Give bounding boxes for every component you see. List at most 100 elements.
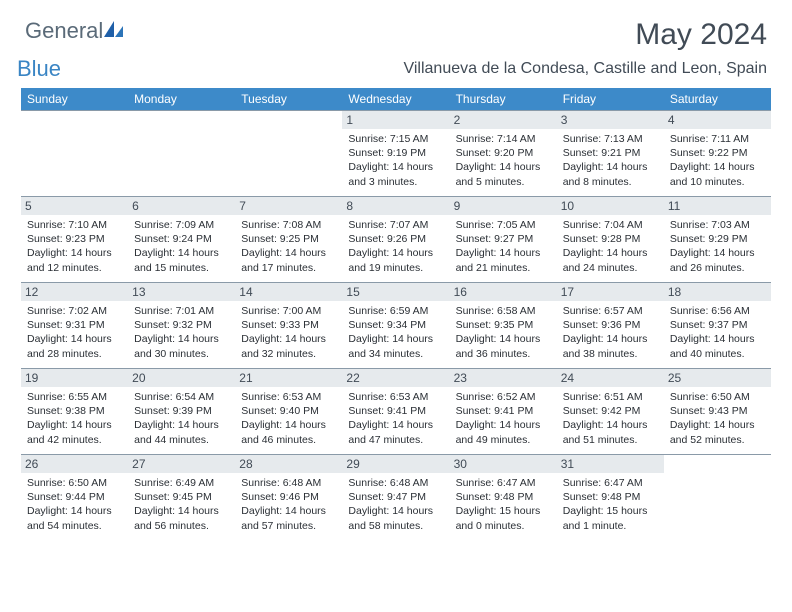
day-number: 5	[21, 197, 128, 215]
header: General Blue May 2024 Villanueva de la C…	[0, 0, 792, 82]
day-info: Sunrise: 7:08 AMSunset: 9:25 PMDaylight:…	[241, 218, 336, 275]
day-info: Sunrise: 7:02 AMSunset: 9:31 PMDaylight:…	[27, 304, 122, 361]
day-number: 20	[128, 369, 235, 387]
day-number: 3	[557, 111, 664, 129]
day-number: 21	[235, 369, 342, 387]
location: Villanueva de la Condesa, Castille and L…	[403, 60, 767, 78]
day-cell: 15 Sunrise: 6:59 AMSunset: 9:34 PMDayligh…	[342, 283, 449, 369]
day-cell: 25 Sunrise: 6:50 AMSunset: 9:43 PMDayligh…	[664, 369, 771, 455]
day-cell: 2 Sunrise: 7:14 AMSunset: 9:20 PMDaylight…	[450, 111, 557, 197]
calendar-week: 12 Sunrise: 7:02 AMSunset: 9:31 PMDayligh…	[21, 283, 771, 369]
day-info: Sunrise: 6:49 AMSunset: 9:45 PMDaylight:…	[134, 476, 229, 533]
day-info: Sunrise: 6:57 AMSunset: 9:36 PMDaylight:…	[563, 304, 658, 361]
calendar-week: 26 Sunrise: 6:50 AMSunset: 9:44 PMDayligh…	[21, 455, 771, 541]
day-info: Sunrise: 6:58 AMSunset: 9:35 PMDaylight:…	[456, 304, 551, 361]
day-info: Sunrise: 7:07 AMSunset: 9:26 PMDaylight:…	[348, 218, 443, 275]
day-cell: 12 Sunrise: 7:02 AMSunset: 9:31 PMDayligh…	[21, 283, 128, 369]
day-info: Sunrise: 6:50 AMSunset: 9:44 PMDaylight:…	[27, 476, 122, 533]
day-cell	[235, 111, 342, 197]
title-block: May 2024 Villanueva de la Condesa, Casti…	[403, 18, 767, 78]
day-info: Sunrise: 6:47 AMSunset: 9:48 PMDaylight:…	[563, 476, 658, 533]
logo: General Blue	[25, 18, 125, 70]
day-cell: 16Sunrise: 6:58 AMSunset: 9:35 PMDayligh…	[450, 283, 557, 369]
day-number: 4	[664, 111, 771, 129]
calendar: Sunday Monday Tuesday Wednesday Thursday…	[21, 88, 771, 541]
day-cell: 5 Sunrise: 7:10 AMSunset: 9:23 PMDaylight…	[21, 197, 128, 283]
calendar-body: 1Sunrise: 7:15 AMSunset: 9:19 PMDaylight…	[21, 111, 771, 541]
day-info: Sunrise: 6:53 AMSunset: 9:40 PMDaylight:…	[241, 390, 336, 447]
dow-saturday: Saturday	[664, 88, 771, 111]
day-cell: 4 Sunrise: 7:11 AMSunset: 9:22 PMDaylight…	[664, 111, 771, 197]
day-info: Sunrise: 7:11 AMSunset: 9:22 PMDaylight:…	[670, 132, 765, 189]
day-cell: 22 Sunrise: 6:53 AMSunset: 9:41 PMDayligh…	[342, 369, 449, 455]
day-number: 17	[557, 283, 664, 301]
day-cell: 26 Sunrise: 6:50 AMSunset: 9:44 PMDayligh…	[21, 455, 128, 541]
day-number: 12	[21, 283, 128, 301]
day-number: 28	[235, 455, 342, 473]
calendar-week: 19Sunrise: 6:55 AMSunset: 9:38 PMDayligh…	[21, 369, 771, 455]
day-number: 7	[235, 197, 342, 215]
day-cell	[21, 111, 128, 197]
day-info: Sunrise: 7:04 AMSunset: 9:28 PMDaylight:…	[563, 218, 658, 275]
day-number: 13	[128, 283, 235, 301]
dow-sunday: Sunday	[21, 88, 128, 111]
day-cell: 7 Sunrise: 7:08 AMSunset: 9:25 PMDaylight…	[235, 197, 342, 283]
day-cell: 19Sunrise: 6:55 AMSunset: 9:38 PMDayligh…	[21, 369, 128, 455]
day-info: Sunrise: 6:50 AMSunset: 9:43 PMDaylight:…	[670, 390, 765, 447]
day-number: 31	[557, 455, 664, 473]
day-cell: 28 Sunrise: 6:48 AMSunset: 9:46 PMDayligh…	[235, 455, 342, 541]
day-info: Sunrise: 7:03 AMSunset: 9:29 PMDaylight:…	[670, 218, 765, 275]
day-info: Sunrise: 6:47 AMSunset: 9:48 PMDaylight:…	[456, 476, 551, 533]
day-number: 23	[450, 369, 557, 387]
day-number: 11	[664, 197, 771, 215]
day-info: Sunrise: 6:48 AMSunset: 9:46 PMDaylight:…	[241, 476, 336, 533]
day-cell: 21 Sunrise: 6:53 AMSunset: 9:40 PMDayligh…	[235, 369, 342, 455]
dow-tuesday: Tuesday	[235, 88, 342, 111]
logo-text: General Blue	[25, 18, 125, 70]
month-title: May 2024	[403, 18, 767, 52]
dow-thursday: Thursday	[450, 88, 557, 111]
day-cell: 18Sunrise: 6:56 AMSunset: 9:37 PMDayligh…	[664, 283, 771, 369]
day-info: Sunrise: 7:05 AMSunset: 9:27 PMDaylight:…	[456, 218, 551, 275]
dow-row: Sunday Monday Tuesday Wednesday Thursday…	[21, 88, 771, 111]
day-number: 6	[128, 197, 235, 215]
day-cell: 9Sunrise: 7:05 AMSunset: 9:27 PMDaylight…	[450, 197, 557, 283]
day-cell: 31 Sunrise: 6:47 AMSunset: 9:48 PMDayligh…	[557, 455, 664, 541]
day-cell: 20Sunrise: 6:54 AMSunset: 9:39 PMDayligh…	[128, 369, 235, 455]
day-cell: 3 Sunrise: 7:13 AMSunset: 9:21 PMDaylight…	[557, 111, 664, 197]
dow-wednesday: Wednesday	[342, 88, 449, 111]
day-cell	[128, 111, 235, 197]
day-cell: 11 Sunrise: 7:03 AMSunset: 9:29 PMDayligh…	[664, 197, 771, 283]
day-info: Sunrise: 7:13 AMSunset: 9:21 PMDaylight:…	[563, 132, 658, 189]
day-number: 22	[342, 369, 449, 387]
calendar-week: 5 Sunrise: 7:10 AMSunset: 9:23 PMDaylight…	[21, 197, 771, 283]
day-info: Sunrise: 7:00 AMSunset: 9:33 PMDaylight:…	[241, 304, 336, 361]
day-number: 14	[235, 283, 342, 301]
day-info: Sunrise: 6:52 AMSunset: 9:41 PMDaylight:…	[456, 390, 551, 447]
day-cell: 14 Sunrise: 7:00 AMSunset: 9:33 PMDayligh…	[235, 283, 342, 369]
day-info: Sunrise: 6:59 AMSunset: 9:34 PMDaylight:…	[348, 304, 443, 361]
day-number: 10	[557, 197, 664, 215]
day-number: 19	[21, 369, 128, 387]
day-number: 15	[342, 283, 449, 301]
day-info: Sunrise: 7:09 AMSunset: 9:24 PMDaylight:…	[134, 218, 229, 275]
day-number: 24	[557, 369, 664, 387]
day-cell: 30Sunrise: 6:47 AMSunset: 9:48 PMDayligh…	[450, 455, 557, 541]
day-cell: 27Sunrise: 6:49 AMSunset: 9:45 PMDayligh…	[128, 455, 235, 541]
day-info: Sunrise: 6:56 AMSunset: 9:37 PMDaylight:…	[670, 304, 765, 361]
day-cell: 10 Sunrise: 7:04 AMSunset: 9:28 PMDayligh…	[557, 197, 664, 283]
dow-friday: Friday	[557, 88, 664, 111]
day-number: 25	[664, 369, 771, 387]
day-number: 8	[342, 197, 449, 215]
day-cell	[664, 455, 771, 541]
logo-blue: Blue	[17, 56, 61, 81]
day-number: 2	[450, 111, 557, 129]
day-cell: 23 Sunrise: 6:52 AMSunset: 9:41 PMDayligh…	[450, 369, 557, 455]
day-number: 26	[21, 455, 128, 473]
day-info: Sunrise: 7:01 AMSunset: 9:32 PMDaylight:…	[134, 304, 229, 361]
day-cell: 1Sunrise: 7:15 AMSunset: 9:19 PMDaylight…	[342, 111, 449, 197]
logo-sail-icon	[103, 25, 125, 42]
day-info: Sunrise: 7:10 AMSunset: 9:23 PMDaylight:…	[27, 218, 122, 275]
day-info: Sunrise: 6:53 AMSunset: 9:41 PMDaylight:…	[348, 390, 443, 447]
day-info: Sunrise: 7:14 AMSunset: 9:20 PMDaylight:…	[456, 132, 551, 189]
